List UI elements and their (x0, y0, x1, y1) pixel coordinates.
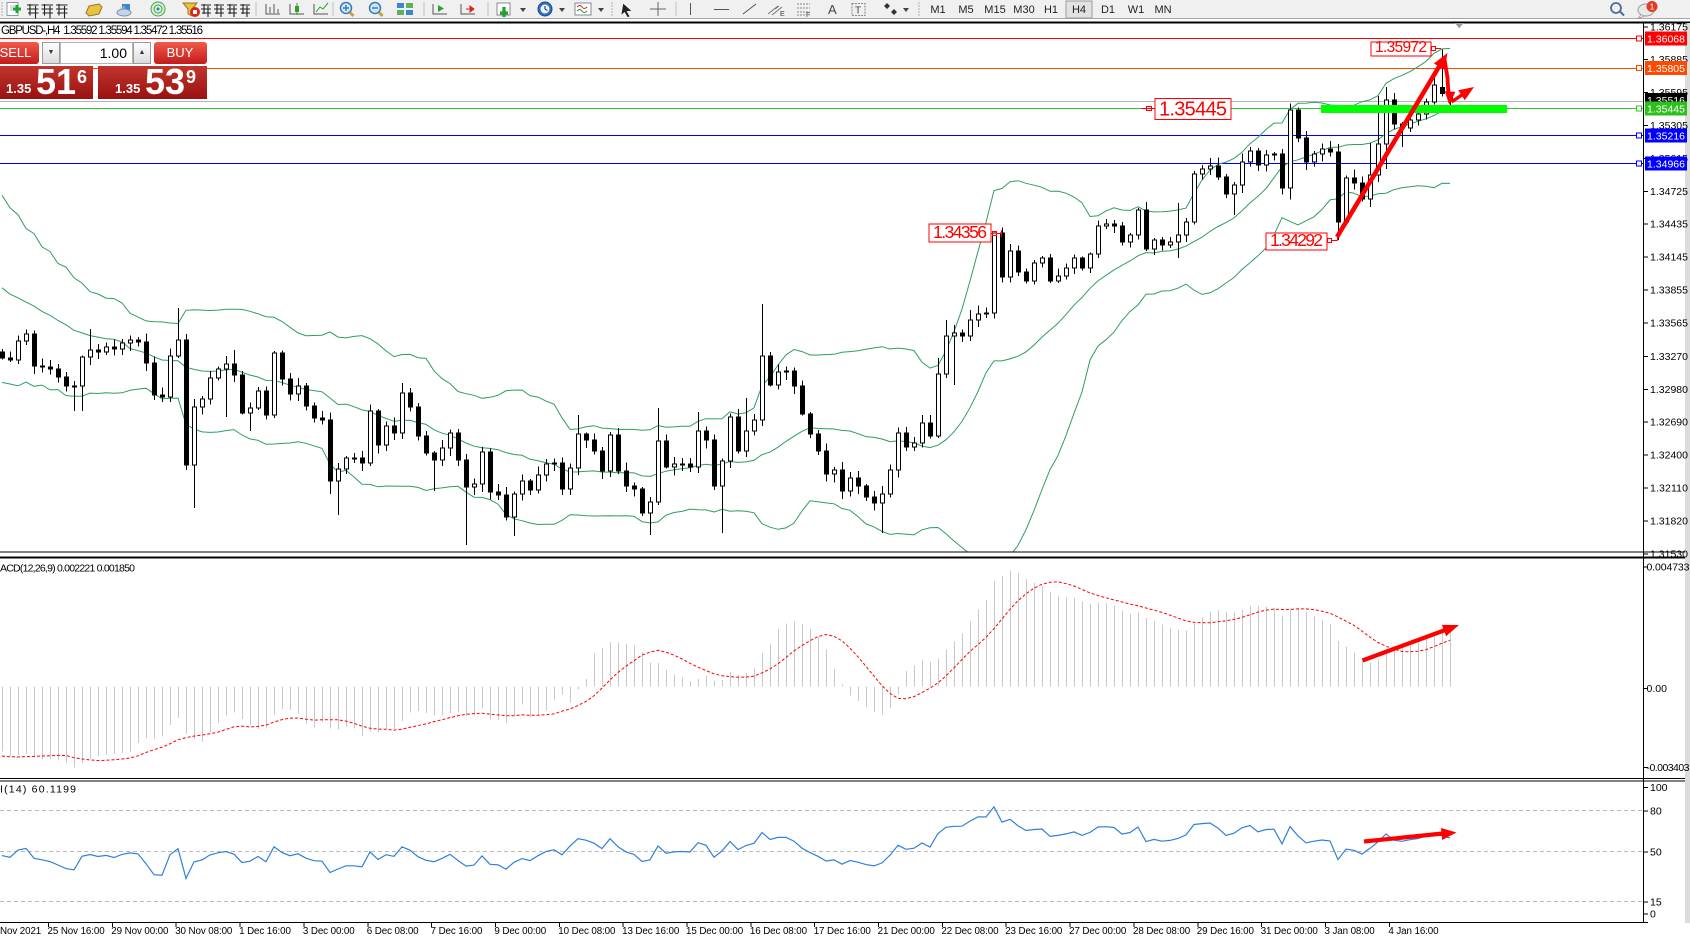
svg-text:21 Dec 00:00: 21 Dec 00:00 (878, 926, 936, 937)
svg-text:29 Dec 16:00: 29 Dec 16:00 (1197, 926, 1255, 937)
svg-text:MN: MN (1154, 4, 1171, 16)
svg-text:H1: H1 (1044, 4, 1058, 16)
svg-text:1.34435: 1.34435 (1650, 219, 1688, 231)
svg-text:100: 100 (1650, 782, 1668, 794)
svg-text:3 Dec 00:00: 3 Dec 00:00 (303, 926, 355, 937)
svg-text:1.31530: 1.31530 (1650, 548, 1688, 560)
svg-text:1.35805: 1.35805 (1647, 63, 1685, 75)
svg-text:Nov 2021: Nov 2021 (0, 926, 41, 937)
svg-text:25 Nov 16:00: 25 Nov 16:00 (48, 926, 106, 937)
svg-text:15 Dec 00:00: 15 Dec 00:00 (686, 926, 744, 937)
svg-text:28 Dec 08:00: 28 Dec 08:00 (1133, 926, 1191, 937)
svg-text:29 Nov 00:00: 29 Nov 00:00 (111, 926, 169, 937)
svg-text:1.33855: 1.33855 (1650, 284, 1688, 296)
svg-text:W1: W1 (1128, 4, 1145, 16)
svg-text:31 Dec 00:00: 31 Dec 00:00 (1261, 926, 1319, 937)
svg-text:M30: M30 (1013, 4, 1034, 16)
svg-text:1.34145: 1.34145 (1650, 252, 1688, 264)
svg-text:0.00: 0.00 (1647, 683, 1668, 695)
svg-text:13 Dec 16:00: 13 Dec 16:00 (622, 926, 680, 937)
svg-text:1.35885: 1.35885 (1650, 54, 1688, 66)
svg-text:1: 1 (1650, 2, 1655, 12)
svg-text:7 Dec 16:00: 7 Dec 16:00 (431, 926, 483, 937)
svg-text:50: 50 (1650, 847, 1662, 859)
svg-text:1.34966: 1.34966 (1647, 159, 1685, 171)
svg-text:1.32690: 1.32690 (1650, 417, 1688, 429)
svg-text:3 Jan 08:00: 3 Jan 08:00 (1325, 926, 1376, 937)
svg-text:6 Dec 08:00: 6 Dec 08:00 (367, 926, 419, 937)
svg-text:15: 15 (1650, 897, 1662, 909)
svg-text:F: F (806, 12, 810, 19)
svg-text:I(14) 60.1199: I(14) 60.1199 (0, 784, 76, 796)
svg-text:1.33565: 1.33565 (1650, 317, 1688, 329)
svg-text:80: 80 (1650, 806, 1662, 818)
svg-text:M1: M1 (930, 4, 945, 16)
svg-text:23 Dec 16:00: 23 Dec 16:00 (1005, 926, 1063, 937)
svg-text:17 Dec 16:00: 17 Dec 16:00 (814, 926, 872, 937)
svg-text:16 Dec 08:00: 16 Dec 08:00 (750, 926, 808, 937)
svg-text:1.36068: 1.36068 (1647, 34, 1685, 46)
svg-text:1.34292: 1.34292 (1270, 230, 1323, 250)
svg-text:1.32980: 1.32980 (1650, 384, 1688, 396)
svg-text:1.35445: 1.35445 (1647, 104, 1685, 116)
svg-text:1.32110: 1.32110 (1650, 483, 1688, 495)
svg-text:1.32400: 1.32400 (1650, 450, 1688, 462)
svg-text:22 Dec 08:00: 22 Dec 08:00 (941, 926, 999, 937)
svg-text:1.36175: 1.36175 (1650, 21, 1688, 33)
svg-text:10 Dec 08:00: 10 Dec 08:00 (558, 926, 616, 937)
svg-text:M15: M15 (984, 4, 1005, 16)
svg-text:4 Jan 16:00: 4 Jan 16:00 (1388, 926, 1439, 937)
svg-text:1 Dec 16:00: 1 Dec 16:00 (239, 926, 291, 937)
svg-text:ACD(12,26,9) 0.002221 0.001850: ACD(12,26,9) 0.002221 0.001850 (0, 563, 135, 575)
svg-text:1.35972: 1.35972 (1375, 39, 1427, 56)
svg-text:1.35445: 1.35445 (1159, 99, 1227, 121)
svg-text:-0.003403: -0.003403 (1647, 762, 1690, 774)
svg-text:M5: M5 (958, 4, 973, 16)
svg-text:D1: D1 (1101, 4, 1115, 16)
svg-text:30 Nov 08:00: 30 Nov 08:00 (175, 926, 233, 937)
svg-text:1.31820: 1.31820 (1650, 515, 1688, 527)
svg-text:H4: H4 (1072, 4, 1086, 16)
svg-text:1.35216: 1.35216 (1647, 131, 1685, 143)
svg-text:1.34356: 1.34356 (933, 222, 987, 242)
svg-text:0.004733: 0.004733 (1647, 562, 1690, 574)
svg-text:A: A (828, 2, 837, 17)
svg-text:9 Dec 00:00: 9 Dec 00:00 (494, 926, 546, 937)
svg-text:1.34725: 1.34725 (1650, 186, 1688, 198)
svg-text:1.33270: 1.33270 (1650, 351, 1688, 363)
svg-text:27 Dec 00:00: 27 Dec 00:00 (1069, 926, 1127, 937)
svg-text:T: T (855, 6, 861, 17)
svg-text:GBPUSD-,H4 1.35592 1.35594 1.: GBPUSD-,H4 1.35592 1.35594 1.35472 1.355… (1, 25, 203, 37)
svg-text:0: 0 (1650, 909, 1656, 921)
svg-text:E: E (780, 11, 785, 18)
